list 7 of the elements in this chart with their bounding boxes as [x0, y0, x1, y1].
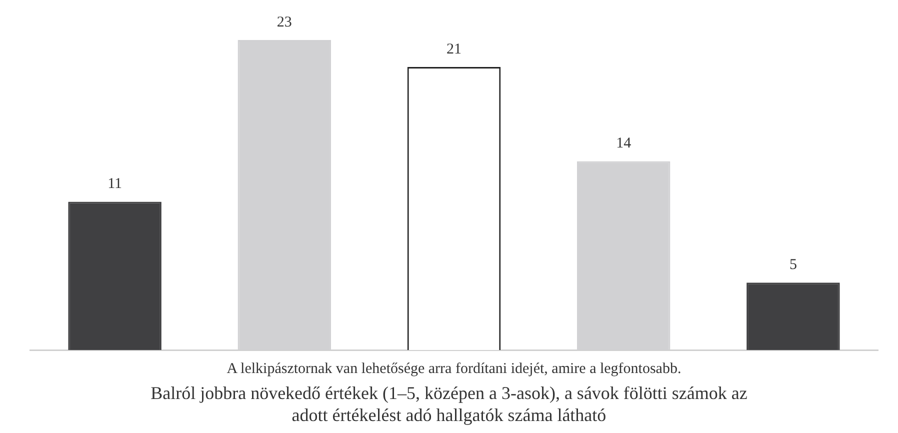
text: Balról jobbra növekedő értékek (1–5, középen a 3-asok), a sávok fölötti számok az adott értékelést adó hallgatók száma látható — [150, 382, 748, 426]
data-label: 21 — [446, 41, 462, 58]
data-label: 5 — [789, 257, 797, 274]
data-label: 14 — [616, 136, 632, 152]
data-label: 11 — [108, 176, 122, 192]
x-axis-title: A lelkipásztornak van lehetősége arra fordítani idejét, amire a legfontosabb. — [226, 360, 682, 377]
data-label: 23 — [276, 14, 292, 30]
